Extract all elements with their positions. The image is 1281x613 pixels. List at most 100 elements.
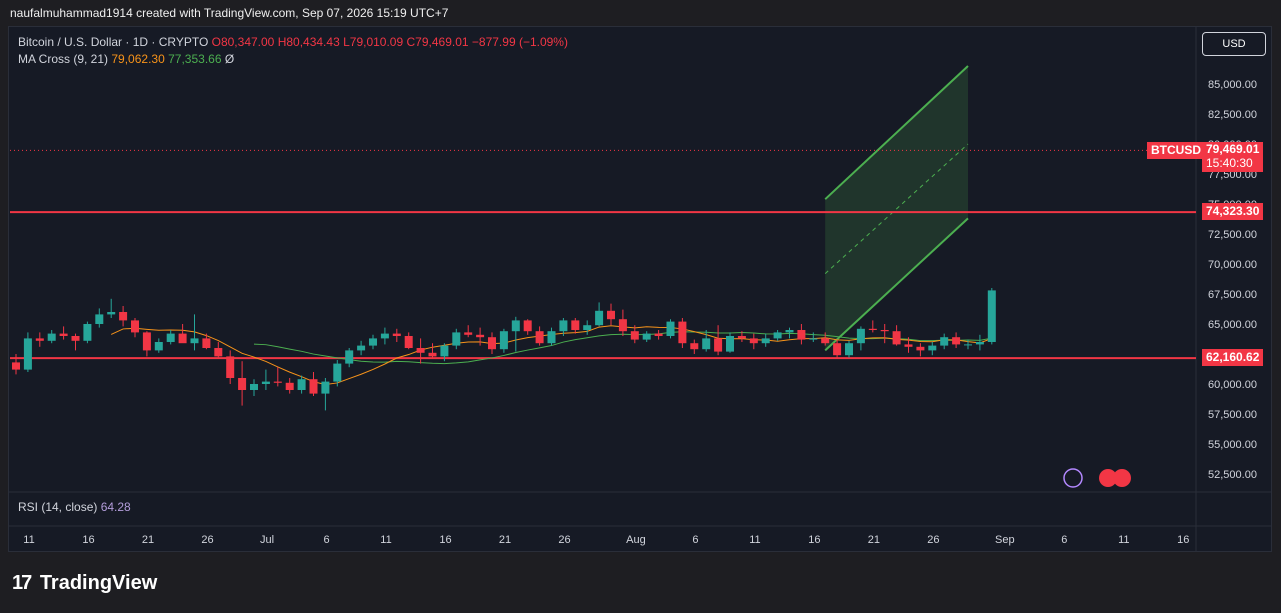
candle-body [12, 362, 20, 370]
rsi-value: 64.28 [100, 500, 131, 514]
channel-mid-line [824, 143, 969, 274]
chart-credit: naufalmuhammad1914 created with TradingV… [10, 6, 449, 20]
chart-frame [8, 26, 1272, 552]
candle-body [59, 333, 68, 336]
x-tick-label: 11 [23, 534, 34, 546]
y-tick-label: 57,500.00 [1208, 409, 1257, 421]
ohlc-low: L79,010.09 [343, 35, 404, 49]
x-tick-label: 6 [323, 534, 329, 546]
y-tick-label: 52,500.00 [1208, 469, 1257, 481]
candle-body [464, 332, 473, 335]
x-tick-label: 26 [201, 534, 213, 546]
candle-body [107, 312, 116, 315]
level-tag-low: 62,160.62 [1202, 349, 1264, 366]
candle-body [285, 382, 294, 390]
candle-body [833, 343, 842, 356]
x-tick-label: 16 [808, 534, 820, 546]
candle-body [142, 332, 151, 351]
x-tick-label: Sep [995, 534, 1015, 546]
candle-body [630, 331, 639, 340]
currency-button[interactable]: USD [1202, 32, 1266, 56]
candle-body [250, 384, 258, 390]
ma-legend: MA Cross (9, 21) 79,062.30 77,353.66 Ø [18, 52, 234, 66]
tradingview-logo-icon: 17 [12, 572, 32, 594]
ohlc-open: O80,347.00 [211, 35, 275, 49]
candle-body [404, 336, 413, 348]
candle-body [238, 378, 247, 390]
candle-body [488, 337, 496, 350]
candle-body [714, 338, 723, 352]
price-tag-value: 79,469.01 [1206, 142, 1260, 156]
candle-body [226, 356, 235, 378]
candle-body [47, 333, 56, 341]
ohlc-change: −877.99 (−1.09%) [471, 35, 568, 49]
candle-body [119, 312, 128, 321]
x-tick-label: 11 [749, 534, 760, 546]
candle-body [583, 325, 592, 330]
candle-body [845, 343, 853, 356]
x-tick-label: 16 [439, 534, 451, 546]
candle-body [868, 328, 877, 330]
candle-body [357, 345, 366, 351]
candle-body [261, 381, 270, 384]
events-icon [1063, 468, 1083, 488]
candle-body [785, 330, 794, 333]
candle-body [928, 345, 937, 351]
symbol-name[interactable]: Bitcoin / U.S. Dollar · 1D · CRYPTO [18, 35, 209, 49]
candle-body [726, 336, 734, 352]
ohlc-high: H80,434.43 [277, 35, 340, 49]
channel-lower-line [824, 217, 969, 352]
candle-body [595, 310, 604, 326]
symbol-legend: Bitcoin / U.S. Dollar · 1D · CRYPTO O80,… [18, 35, 568, 49]
candle-body [678, 321, 687, 344]
ma-label[interactable]: MA Cross (9, 21) [18, 52, 109, 66]
x-tick-label: 16 [1177, 534, 1189, 546]
x-tick-label: Jul [260, 534, 274, 546]
candle-body [547, 331, 556, 344]
candle-body [166, 333, 175, 342]
candle-body [416, 348, 425, 353]
candle-body [35, 338, 44, 341]
level-tag-high: 74,323.30 [1202, 203, 1264, 220]
rsi-label[interactable]: RSI (14, close) [18, 500, 98, 514]
candle-body [345, 350, 354, 364]
candle-body [666, 321, 675, 336]
candle-body [880, 330, 889, 332]
candle-body [607, 310, 615, 320]
candle-body [523, 320, 532, 332]
candle-body [178, 333, 187, 344]
candle-body [964, 344, 972, 346]
candle-body [511, 320, 520, 332]
y-tick-label: 77,500.00 [1208, 169, 1257, 181]
candle-body [749, 338, 758, 344]
candle-body [190, 338, 199, 344]
candle-body [975, 342, 984, 345]
ma-slow-value: 77,353.66 [168, 52, 222, 66]
candle-body [987, 290, 996, 342]
candle-body [773, 332, 782, 339]
candle-body [702, 338, 711, 350]
x-tick-label: 21 [499, 534, 511, 546]
candle-body [83, 324, 92, 341]
candle-body [154, 342, 163, 351]
x-tick-label: 11 [380, 534, 391, 546]
candle-body [333, 363, 342, 382]
y-tick-label: 60,000.00 [1208, 379, 1257, 391]
candle-body [452, 332, 461, 346]
candle-body [559, 320, 568, 332]
ohlc-close: C79,469.01 [406, 35, 469, 49]
candle-body [273, 381, 282, 383]
x-tick-label: 16 [82, 534, 94, 546]
symbol-tag: BTCUSD [1147, 142, 1205, 159]
y-tick-label: 67,500.00 [1208, 289, 1257, 301]
candle-body [809, 338, 818, 340]
candle-body [95, 314, 104, 324]
candle-body [642, 333, 651, 340]
x-tick-label: Aug [626, 534, 646, 546]
y-tick-label: 55,000.00 [1208, 439, 1257, 451]
candle-body [761, 338, 770, 344]
candle-body [71, 336, 80, 341]
candle-body [535, 331, 544, 344]
ma-fast-value: 79,062.30 [111, 52, 165, 66]
